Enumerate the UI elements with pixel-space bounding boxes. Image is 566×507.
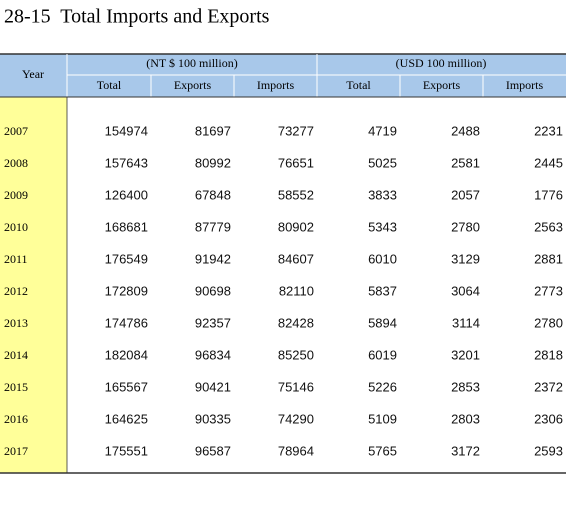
value-cell: 81697	[195, 123, 231, 138]
value-cell: 3064	[451, 283, 480, 298]
column-header: Imports	[506, 78, 544, 92]
value-cell: 2563	[534, 219, 563, 234]
value-cell: 165567	[105, 379, 148, 394]
column-header: Exports	[423, 78, 461, 92]
value-cell: 76651	[278, 155, 314, 170]
value-cell: 2593	[534, 443, 563, 458]
value-cell: 80992	[195, 155, 231, 170]
value-cell: 2306	[534, 411, 563, 426]
year-cell: 2012	[4, 284, 28, 298]
value-cell: 5226	[368, 379, 397, 394]
year-cell: 2015	[4, 380, 28, 394]
value-cell: 85250	[278, 347, 314, 362]
value-cell: 80902	[278, 219, 314, 234]
value-cell: 2780	[451, 219, 480, 234]
column-header: Imports	[257, 78, 295, 92]
value-cell: 84607	[278, 251, 314, 266]
year-cell: 2014	[4, 348, 28, 362]
value-cell: 96834	[195, 347, 231, 362]
value-cell: 168681	[105, 219, 148, 234]
value-cell: 90421	[195, 379, 231, 394]
value-cell: 2581	[451, 155, 480, 170]
value-cell: 2057	[451, 187, 480, 202]
year-cell: 2009	[4, 188, 28, 202]
value-cell: 154974	[105, 123, 148, 138]
year-cell: 2008	[4, 156, 28, 170]
value-cell: 91942	[195, 251, 231, 266]
value-cell: 174786	[105, 315, 148, 330]
value-cell: 74290	[278, 411, 314, 426]
value-cell: 5109	[368, 411, 397, 426]
value-cell: 67848	[195, 187, 231, 202]
year-header: Year	[22, 67, 44, 81]
value-cell: 92357	[195, 315, 231, 330]
value-cell: 5837	[368, 283, 397, 298]
value-cell: 4719	[368, 123, 397, 138]
value-cell: 78964	[278, 443, 314, 458]
value-cell: 164625	[105, 411, 148, 426]
value-cell: 157643	[105, 155, 148, 170]
title: 28-15 Total Imports and Exports	[4, 6, 270, 28]
value-cell: 2488	[451, 123, 480, 138]
column-header: Total	[97, 78, 122, 92]
value-cell: 6019	[368, 347, 397, 362]
value-cell: 2853	[451, 379, 480, 394]
value-cell: 82428	[278, 315, 314, 330]
value-cell: 3114	[452, 315, 480, 330]
column-header: Total	[346, 78, 371, 92]
value-cell: 73277	[278, 123, 314, 138]
value-cell: 3833	[368, 187, 397, 202]
value-cell: 5343	[368, 219, 397, 234]
value-cell: 3172	[451, 443, 480, 458]
column-header: Exports	[174, 78, 212, 92]
value-cell: 5894	[368, 315, 397, 330]
value-cell: 3201	[451, 347, 480, 362]
value-cell: 2803	[451, 411, 480, 426]
value-cell: 5765	[368, 443, 397, 458]
year-cell: 2017	[4, 444, 28, 458]
year-cell: 2011	[4, 252, 28, 266]
value-cell: 90698	[195, 283, 231, 298]
value-cell: 1776	[534, 187, 563, 202]
value-cell: 2231	[534, 123, 563, 138]
value-cell: 126400	[105, 187, 148, 202]
group-header: (USD 100 million)	[396, 56, 487, 70]
value-cell: 2818	[534, 347, 563, 362]
value-cell: 172809	[105, 283, 148, 298]
group-header: (NT $ 100 million)	[146, 56, 237, 70]
value-cell: 96587	[195, 443, 231, 458]
value-cell: 2780	[534, 315, 563, 330]
value-cell: 176549	[105, 251, 148, 266]
value-cell: 2773	[534, 283, 563, 298]
value-cell: 175551	[105, 443, 148, 458]
year-cell: 2013	[4, 316, 28, 330]
year-cell: 2016	[4, 412, 28, 426]
value-cell: 2372	[534, 379, 563, 394]
value-cell: 87779	[195, 219, 231, 234]
year-cell: 2010	[4, 220, 28, 234]
value-cell: 75146	[278, 379, 314, 394]
value-cell: 6010	[368, 251, 397, 266]
value-cell: 82110	[279, 283, 314, 298]
year-column-bg	[0, 97, 67, 473]
value-cell: 2881	[534, 251, 563, 266]
value-cell: 5025	[368, 155, 397, 170]
value-cell: 3129	[451, 251, 480, 266]
value-cell: 58552	[278, 187, 314, 202]
value-cell: 90335	[195, 411, 231, 426]
value-cell: 182084	[105, 347, 148, 362]
year-cell: 2007	[4, 124, 28, 138]
value-cell: 2445	[534, 155, 563, 170]
